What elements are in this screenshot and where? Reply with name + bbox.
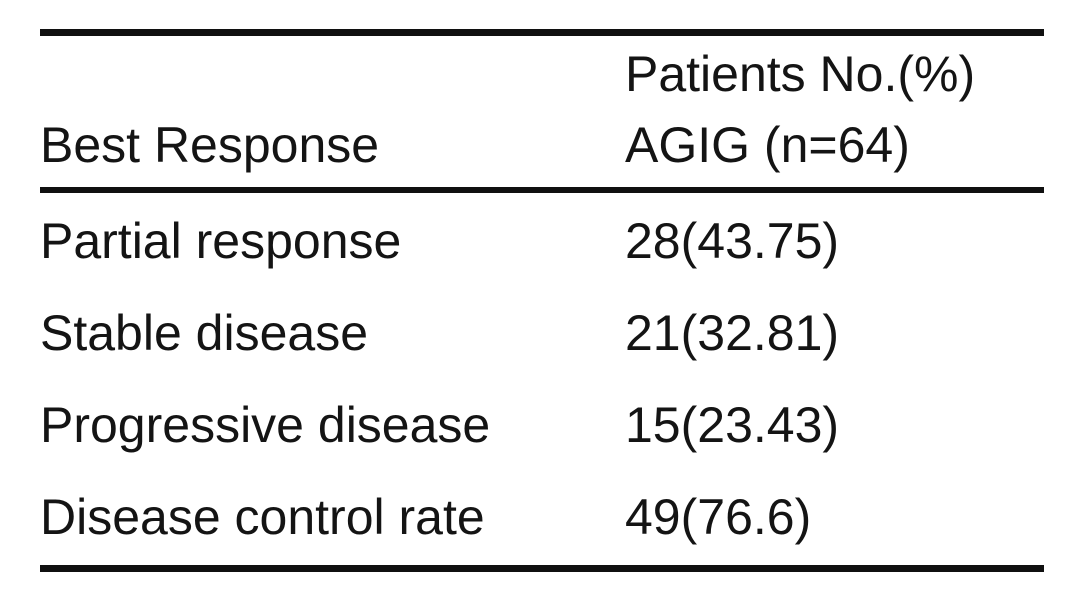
row-label-stable-disease: Stable disease — [40, 305, 369, 361]
header-patients-group: Patients No.(%) AGIG (n=64) — [625, 39, 1044, 187]
table-bottom-rule — [40, 565, 1044, 572]
table-header-row: Best Response Patients No.(%) AGIG (n=64… — [40, 36, 1044, 187]
row-label-progressive-disease: Progressive disease — [40, 397, 491, 453]
row-label-disease-control-rate: Disease control rate — [40, 489, 485, 545]
header-best-response: Best Response — [40, 117, 380, 173]
row-label-partial-response: Partial response — [40, 213, 402, 269]
header-agig-n: AGIG (n=64) — [625, 117, 910, 173]
row-value-progressive-disease: 15(23.43) — [625, 397, 840, 453]
table-row: Partial response 28(43.75) — [40, 195, 1044, 287]
table-row: Stable disease 21(32.81) — [40, 287, 1044, 379]
table-body: Partial response 28(43.75) Stable diseas… — [40, 193, 1044, 565]
header-patients-no-pct: Patients No.(%) — [625, 46, 976, 102]
table-header-rule — [40, 187, 1044, 193]
row-value-partial-response: 28(43.75) — [625, 213, 840, 269]
table-row: Progressive disease 15(23.43) — [40, 379, 1044, 471]
table-top-rule — [40, 29, 1044, 36]
row-value-disease-control-rate: 49(76.6) — [625, 489, 812, 545]
row-value-stable-disease: 21(32.81) — [625, 305, 840, 361]
table-row: Disease control rate 49(76.6) — [40, 471, 1044, 563]
